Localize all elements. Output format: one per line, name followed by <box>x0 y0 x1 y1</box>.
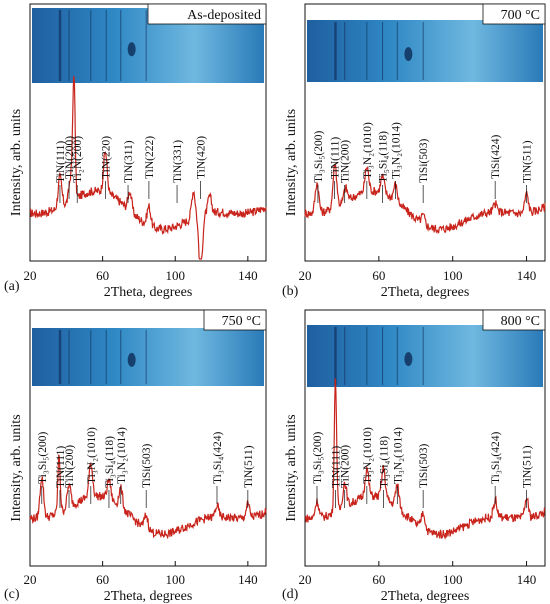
panel-2: 700 °C 20 60 100 140 2Theta, degrees Intensity… <box>282 3 546 300</box>
x-tick-label: 60 <box>96 572 109 587</box>
photo-spot <box>127 352 136 367</box>
title-box <box>482 3 546 25</box>
peak-annotation: Ti₃Si₄(424) <box>212 431 224 484</box>
title-box <box>203 309 267 331</box>
y-axis-label: Intensity, arb. units <box>284 414 299 521</box>
peak-annotation: TiN(420) <box>196 136 208 179</box>
peak-annotation: TiN(111) <box>55 141 67 183</box>
photo-spot <box>127 42 136 57</box>
y-axis-label: Intensity, arb. units <box>9 109 24 216</box>
peak-annotation: TiN(111) <box>330 137 342 179</box>
peak-annotation: TiN(111) <box>330 446 342 488</box>
x-tick-label: 140 <box>238 268 258 283</box>
x-tick-label: 20 <box>299 572 312 587</box>
panel-title: 750 °C <box>222 314 261 329</box>
x-tick-label: 140 <box>517 572 537 587</box>
x-tick-label: 20 <box>299 268 312 283</box>
peak-annotation: Ti₃Si₄(118) <box>378 436 390 488</box>
peak-annotation: Ti₂N(200) <box>72 136 84 183</box>
x-tick-label: 100 <box>165 572 185 587</box>
x-tick-label: 100 <box>443 572 463 587</box>
peak-annotation: Ti₃N₂(1014) <box>390 122 402 179</box>
peak-annotation: TiN(200) <box>64 445 76 488</box>
y-axis-label: Intensity, arb. units <box>9 414 24 521</box>
peak-annotation: Ti₃N₂(1010) <box>362 122 374 179</box>
peak-annotation: Ti₅Si₄(118) <box>378 131 390 183</box>
y-axis-label: Intensity, arb. units <box>284 109 299 216</box>
axes-frame <box>304 309 546 567</box>
peak-annotation: Ti₃Si₅(200) <box>312 431 324 484</box>
x-axis-label: 2Theta, degrees <box>104 589 193 604</box>
peak-annotation: TiSi(424) <box>490 135 502 179</box>
panel-title: 700 °C <box>501 8 540 23</box>
peak-annotation: TiN(200) <box>340 140 352 183</box>
x-tick-label: 140 <box>517 268 537 283</box>
panel-1: As-deposited 20 60 100 140 2Theta, degrees Int… <box>4 3 267 300</box>
peak-annotation: TiN(511) <box>243 445 255 488</box>
peak-annotation: TiN(200) <box>340 445 352 488</box>
peak-annotation: TiN(200) <box>64 136 76 179</box>
photo-strip <box>32 328 264 386</box>
title-box <box>482 309 546 331</box>
panel-title: As-deposited <box>187 8 261 23</box>
panel-4: 800 °C 20 60 100 140 2Theta, degrees Intensity… <box>282 309 546 604</box>
peak-annotation: Ti₃Si₅(200) <box>37 431 49 484</box>
peak-annotation: TiSi(503) <box>141 444 153 488</box>
peak-annotation: Ti₃Si₅(200) <box>313 130 325 183</box>
peak-annotation: Ti₃N₂(1014) <box>392 427 404 484</box>
peak-annotation: Ti₃N₂(1014) <box>116 427 128 484</box>
peak-annotation: TiSi(503) <box>418 444 430 488</box>
panel-3: 750 °C 20 60 100 140 2Theta, degrees Intensity… <box>4 309 267 604</box>
panel-label: (a) <box>4 279 20 294</box>
panel-label: (c) <box>4 587 20 602</box>
panel-title: 800 °C <box>501 314 540 329</box>
photo-strip <box>307 325 543 387</box>
peak-annotation: TiN(511) <box>522 445 534 488</box>
x-tick-label: 100 <box>443 268 463 283</box>
title-box <box>147 3 267 25</box>
axes-frame <box>29 309 267 567</box>
panel-label: (b) <box>282 284 299 299</box>
x-tick-label: 60 <box>96 268 109 283</box>
peak-annotation: TiN(111) <box>55 446 67 488</box>
xrd-curve <box>304 378 546 540</box>
x-tick-label: 20 <box>24 268 37 283</box>
peak-annotation: TiN(331) <box>172 140 184 183</box>
x-tick-label: 60 <box>372 268 385 283</box>
xrd-curve <box>29 454 267 540</box>
peak-annotation: Ti₃N₂(1010) <box>362 427 374 484</box>
panel-label: (d) <box>282 587 299 602</box>
peak-annotation: TiN(511) <box>522 140 534 183</box>
x-axis-label: 2Theta, degrees <box>104 285 193 300</box>
x-axis-label: 2Theta, degrees <box>381 589 470 604</box>
peak-annotation: TiSi(503) <box>418 139 430 183</box>
x-tick-label: 100 <box>165 268 185 283</box>
photo-spot <box>404 352 413 367</box>
peak-annotation: Ti₃N₂(1010) <box>86 427 98 484</box>
peak-annotation: TiN(311) <box>123 140 135 183</box>
axes-frame <box>304 3 546 262</box>
x-axis-label: 2Theta, degrees <box>381 285 470 300</box>
peak-annotation: Ti₃Si₄(424) <box>490 431 502 484</box>
peak-annotation: TiN(222) <box>144 136 156 179</box>
x-tick-label: 140 <box>238 572 258 587</box>
x-tick-label: 60 <box>372 572 385 587</box>
x-tick-label: 20 <box>24 572 37 587</box>
photo-spot <box>404 47 413 62</box>
peak-annotation: TiN(220) <box>100 136 112 179</box>
peak-annotation: Ti₃Si₄(118) <box>104 436 116 488</box>
photo-strip <box>307 20 543 82</box>
